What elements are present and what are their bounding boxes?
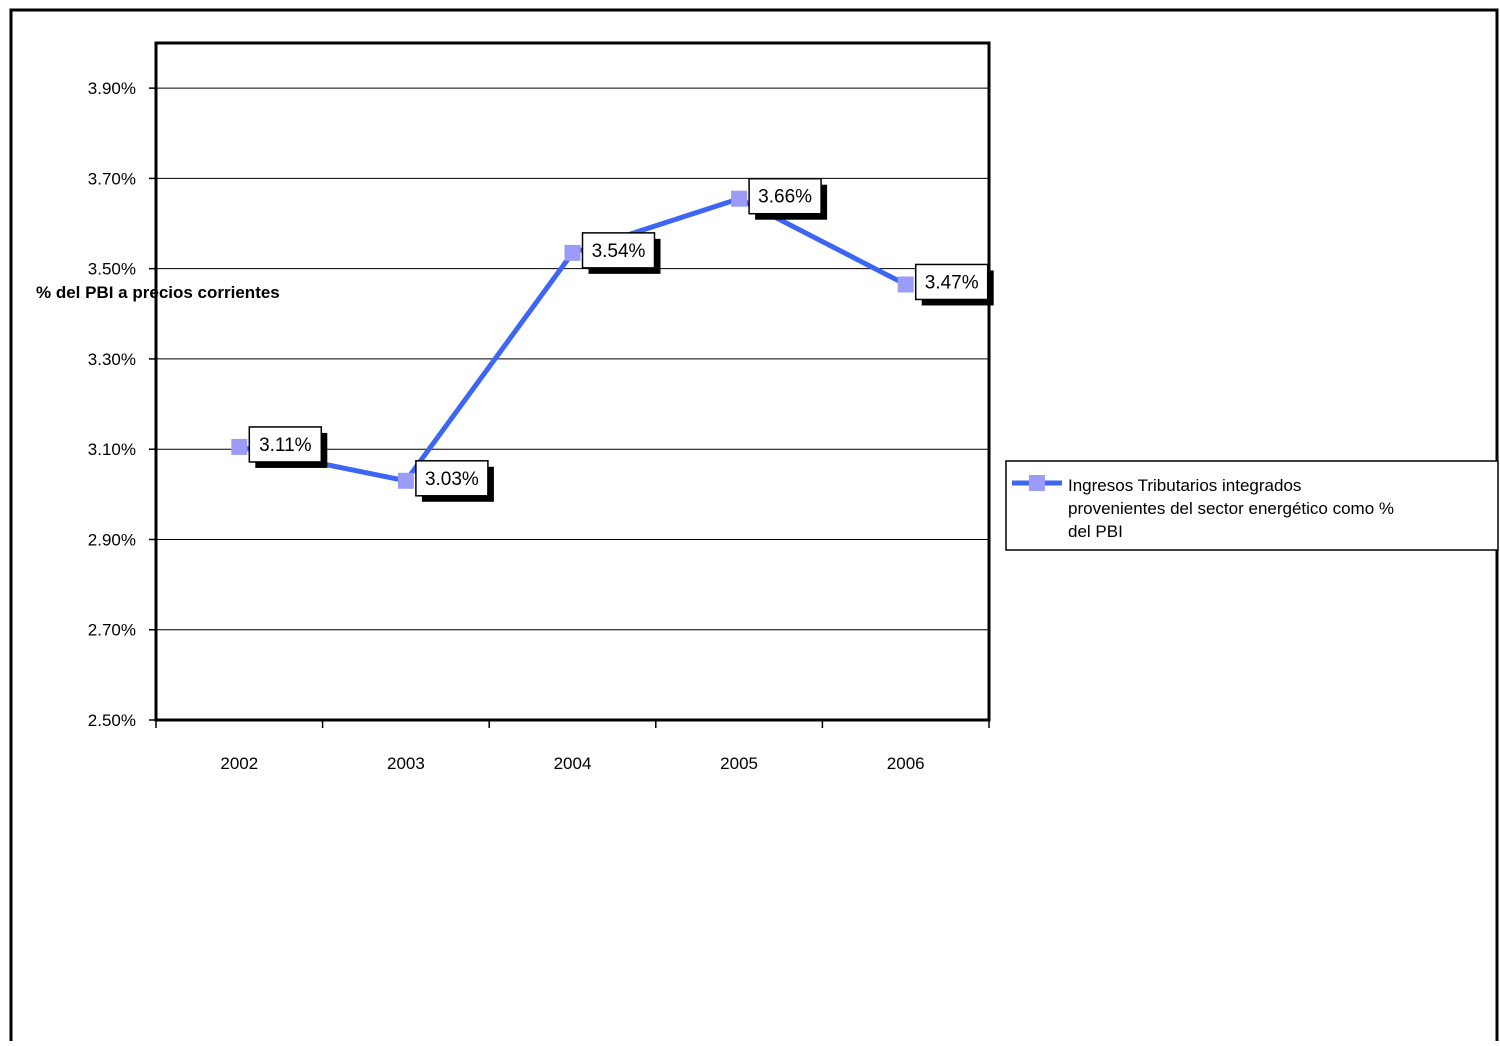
data-label: 3.54% <box>592 241 646 262</box>
legend-marker-swatch <box>1029 475 1045 491</box>
y-tick-label: 2.90% <box>88 530 136 549</box>
y-tick-label: 3.50% <box>88 260 136 279</box>
x-tick-label: 2005 <box>720 754 758 773</box>
data-point-marker-2004 <box>564 244 581 261</box>
data-label-box <box>914 263 989 301</box>
data-point-marker-2006 <box>897 276 914 293</box>
legend: Ingresos Tributarios integrados provenien… <box>1005 460 1499 551</box>
y-tick-label: 3.90% <box>88 79 136 98</box>
x-tick-label: 2002 <box>220 754 258 773</box>
data-point-marker-2005 <box>731 190 748 207</box>
y-tick-label: 2.50% <box>88 711 136 730</box>
legend-label: provenientes del sector energético como … <box>1068 499 1394 518</box>
x-tick-label: 2003 <box>387 754 425 773</box>
data-label-box <box>748 177 822 215</box>
legend-label: Ingresos Tributarios integrados <box>1068 476 1301 495</box>
data-labels: 3.11% 3.03% 3.54% 3.66% 3.47% <box>248 177 994 502</box>
data-point-marker-2003 <box>397 472 414 489</box>
x-tick-label: 2006 <box>887 754 925 773</box>
data-label: 3.66% <box>758 187 812 208</box>
y-tick-label: 3.70% <box>88 169 136 188</box>
y-tick-label: 3.30% <box>88 350 136 369</box>
y-tick-label: 2.70% <box>88 621 136 640</box>
data-label: 3.03% <box>425 469 479 490</box>
data-label-box <box>581 232 656 269</box>
data-point-marker-2002 <box>231 438 248 455</box>
data-label-box <box>415 460 489 497</box>
data-label-box <box>248 426 323 463</box>
legend-box <box>1005 460 1499 551</box>
data-label: 3.11% <box>259 435 312 456</box>
y-axis-title: % del PBI a precios corrientes <box>36 283 280 302</box>
plot-area-border <box>154 41 991 722</box>
x-tick-label: 2004 <box>554 754 592 773</box>
series-layer <box>231 190 914 489</box>
axes: 2.50% 2.70% 2.90% 3.10% 3.30% 3.50% 3.70% 3.90%… <box>88 79 990 773</box>
legend-label: del PBI <box>1068 522 1123 541</box>
data-label: 3.47% <box>925 272 979 293</box>
y-tick-label: 3.10% <box>88 440 136 459</box>
